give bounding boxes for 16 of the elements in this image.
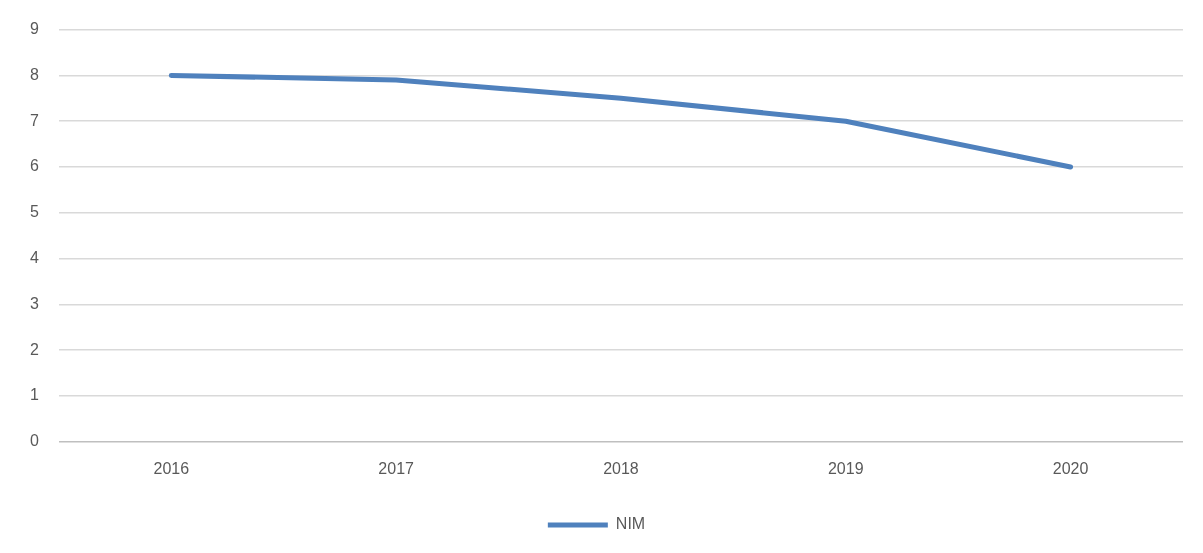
x-tick-label: 2017: [378, 459, 415, 477]
y-tick-label: 9: [29, 20, 39, 38]
legend-label: NIM: [615, 515, 646, 533]
y-tick-label: 7: [29, 111, 39, 129]
x-tick-label: 2020: [1052, 459, 1089, 477]
y-tick-label: 0: [29, 432, 39, 450]
y-tick-label: 5: [29, 203, 39, 221]
x-tick-label: 2016: [153, 459, 190, 477]
x-tick-label: 2019: [827, 459, 864, 477]
y-tick-label: 8: [29, 65, 39, 83]
y-tick-label: 6: [29, 157, 39, 175]
x-tick-label: 2018: [603, 459, 639, 477]
y-tick-label: 1: [29, 386, 39, 404]
y-tick-label: 3: [29, 294, 39, 312]
y-tick-label: 4: [29, 249, 39, 267]
y-tick-label: 2: [29, 340, 39, 358]
